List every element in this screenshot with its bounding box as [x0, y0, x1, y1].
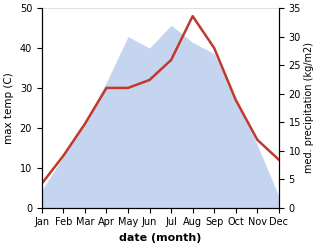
Y-axis label: max temp (C): max temp (C): [4, 72, 14, 144]
Y-axis label: med. precipitation (kg/m2): med. precipitation (kg/m2): [304, 42, 314, 173]
X-axis label: date (month): date (month): [119, 233, 202, 243]
